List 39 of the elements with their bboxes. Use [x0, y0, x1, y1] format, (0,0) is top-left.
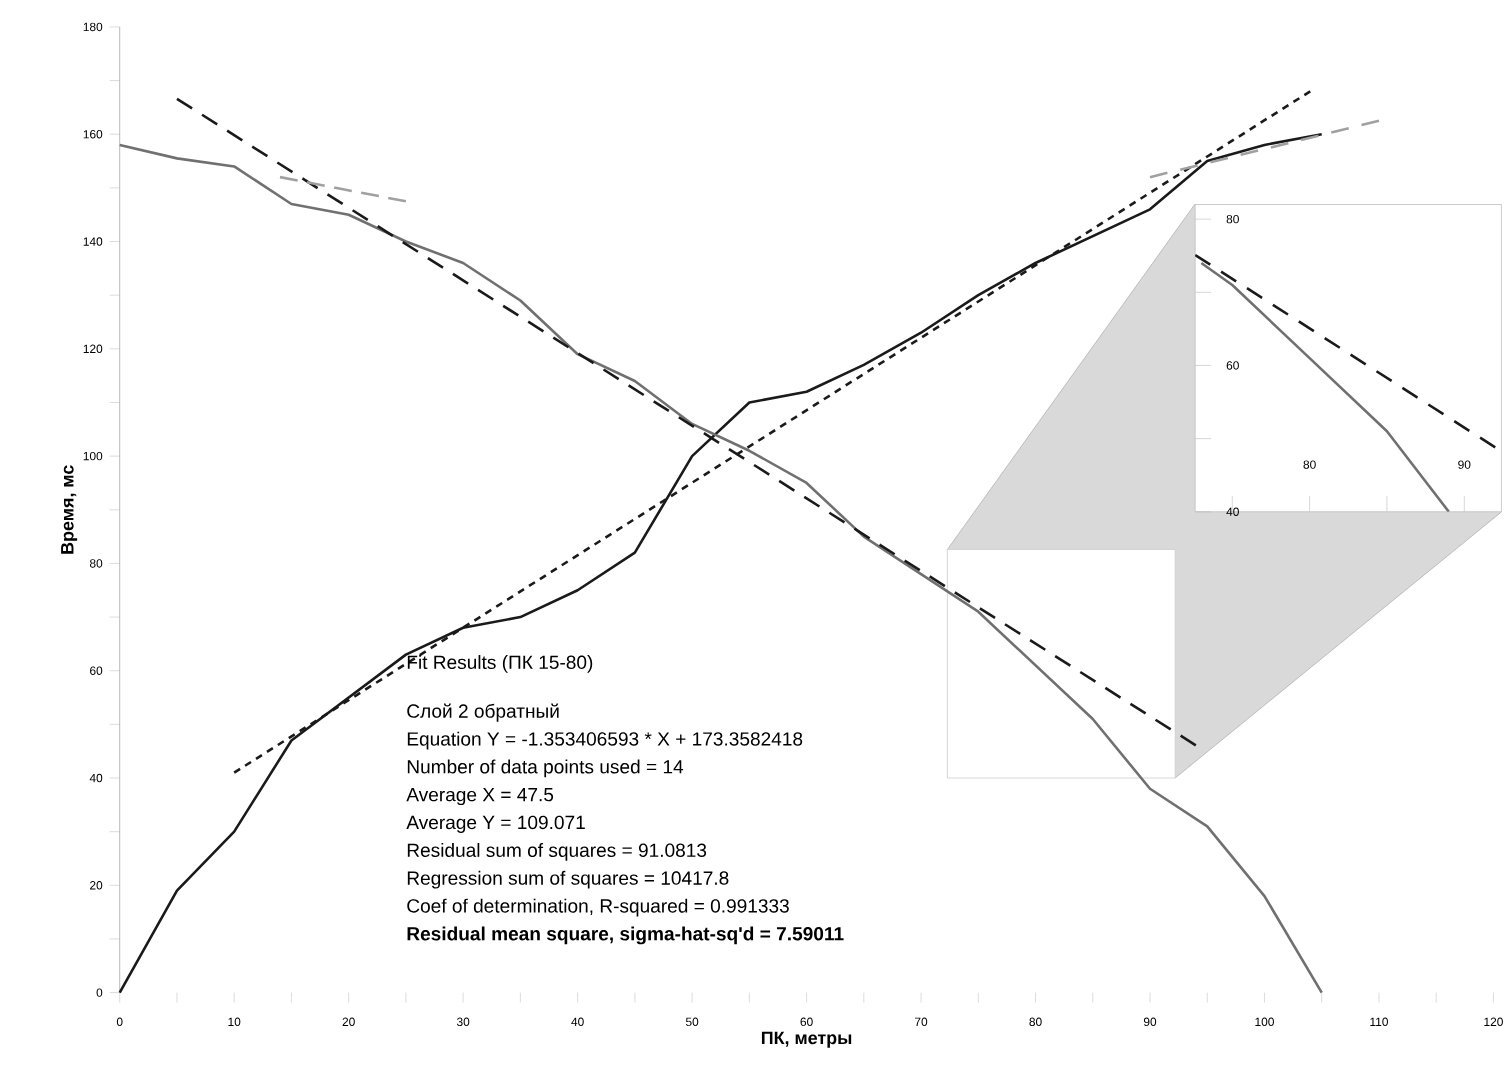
x-tick-label: 90 — [1458, 460, 1471, 469]
x-tick-label: 0 — [116, 1017, 123, 1026]
x-tick-label: 60 — [800, 1017, 813, 1026]
x-tick-label: 40 — [571, 1017, 584, 1026]
y-tick-label: 40 — [1226, 507, 1239, 516]
annotation: Coef of determination, R-squared = 0.991333 — [407, 898, 789, 917]
annotation: Number of data points used = 14 — [407, 759, 684, 778]
annotation: Fit Results (ПК 15-80) — [407, 654, 593, 673]
y-tick-label: 120 — [83, 344, 103, 353]
x-tick-label: 90 — [1143, 1017, 1157, 1026]
x-tick-label: 80 — [1029, 1017, 1042, 1026]
annotation: Residual sum of squares = 91.0813 — [407, 842, 707, 861]
x-tick-label: 30 — [456, 1017, 470, 1026]
y-tick-label: 80 — [89, 559, 103, 568]
annotation: Average Y = 109.071 — [406, 815, 585, 833]
y-tick-label: 40 — [89, 773, 103, 783]
annotation: Average X = 47.5 — [406, 787, 554, 805]
y-tick-label: 160 — [83, 129, 103, 139]
y-tick-label: 0 — [96, 988, 103, 997]
y-tick-label: 180 — [83, 22, 103, 31]
annotation: Слой 2 обратный — [407, 703, 559, 722]
x-tick-label: 20 — [342, 1017, 355, 1026]
annotation: Residual mean square, sigma-hat-sq'd = 7.59011 — [407, 926, 844, 945]
x-tick-label: 10 — [228, 1017, 241, 1026]
y-axis-title: Время, мс — [61, 465, 78, 554]
x-axis-title: ПК, метры — [761, 1031, 852, 1048]
y-tick-label: 100 — [83, 451, 103, 461]
x-tick-label: 110 — [1370, 1017, 1388, 1026]
x-tick-label: 120 — [1484, 1017, 1503, 1026]
y-tick-label: 60 — [90, 666, 103, 675]
x-tick-label: 100 — [1255, 1017, 1274, 1026]
y-tick-label: 80 — [1226, 214, 1239, 224]
y-tick-label: 140 — [83, 237, 103, 246]
annotation: Equation Y = -1.353406593 * X + 173.3582418 — [407, 731, 803, 750]
x-tick-label: 70 — [915, 1017, 928, 1026]
x-tick-label: 50 — [685, 1017, 699, 1026]
y-tick-label: 20 — [90, 880, 103, 890]
y-tick-label: 60 — [1226, 361, 1239, 370]
annotation: Regression sum of squares = 10417.8 — [407, 870, 729, 889]
